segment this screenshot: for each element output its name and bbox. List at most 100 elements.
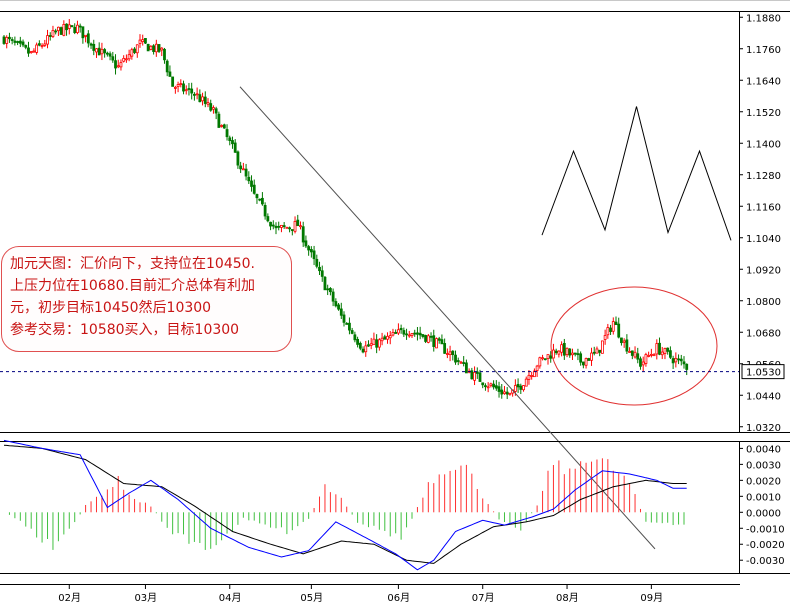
- candle-body: [37, 43, 41, 46]
- candle-body: [581, 361, 585, 366]
- macd-tick-label: 0.0040: [746, 444, 781, 455]
- candle-body: [27, 47, 30, 54]
- candle-body: [364, 345, 368, 353]
- candle-body: [258, 198, 262, 201]
- candle-body: [546, 354, 550, 359]
- candle-body: [639, 358, 642, 367]
- candle-body: [138, 39, 142, 44]
- candle-body: [399, 327, 403, 331]
- candle-body: [421, 334, 425, 337]
- candle-body: [171, 76, 175, 87]
- macd-tick-label: 0.0030: [746, 460, 781, 471]
- candle-body: [677, 358, 680, 361]
- candle-body: [464, 362, 468, 374]
- candle-body: [247, 176, 251, 182]
- candle-body: [296, 219, 300, 227]
- candle-body: [522, 385, 525, 391]
- candle-body: [478, 372, 482, 382]
- candle-body: [10, 39, 14, 41]
- candle-body: [568, 348, 572, 356]
- candle-body: [579, 353, 583, 363]
- candle-body: [70, 25, 74, 27]
- candle-body: [312, 250, 316, 260]
- candle-body: [655, 343, 659, 355]
- candle-body: [192, 93, 196, 96]
- candle-body: [76, 24, 79, 34]
- candle-body: [391, 332, 395, 336]
- candle-body: [111, 56, 115, 61]
- candle-body: [315, 258, 319, 267]
- candle-body: [658, 342, 661, 355]
- price-tick-label: 1.1760: [746, 45, 781, 56]
- candle-body: [157, 44, 161, 52]
- candle-body: [576, 353, 580, 356]
- candle-body: [633, 351, 637, 358]
- candle-body: [95, 48, 98, 53]
- candle-body: [554, 350, 558, 354]
- candle-body: [266, 216, 270, 222]
- candle-body: [13, 40, 17, 43]
- date-tick-label: 06月: [387, 592, 410, 604]
- candle-body: [35, 44, 39, 53]
- candle-body: [334, 301, 338, 307]
- candle-body: [73, 26, 77, 33]
- candle-body: [459, 361, 463, 364]
- candle-body: [356, 338, 360, 345]
- candle-body: [209, 103, 213, 111]
- candle-body: [636, 353, 640, 360]
- candle-body: [386, 335, 389, 340]
- candle-body: [59, 27, 63, 35]
- candle-body: [146, 43, 150, 52]
- candle-body: [318, 266, 321, 272]
- candle-body: [214, 108, 218, 114]
- candle-body: [601, 340, 604, 354]
- macd-y-axis: 0.0040 0.0030 0.0020 0.0010 0.0000 -0.0010 -0.…: [739, 444, 785, 567]
- candle-body: [413, 332, 417, 335]
- candle-body: [685, 363, 689, 370]
- candle-body: [535, 365, 539, 371]
- candle-body: [348, 322, 351, 331]
- candle-body: [250, 180, 253, 187]
- candle-body: [500, 389, 504, 395]
- candle-body: [674, 357, 678, 363]
- candle-body: [122, 57, 126, 62]
- candle-body: [43, 43, 47, 46]
- candle-body: [486, 386, 490, 389]
- candle-body: [252, 184, 256, 194]
- candle-body: [228, 137, 232, 142]
- candle-body: [557, 350, 561, 355]
- candle-body: [222, 124, 226, 129]
- candle-body: [435, 338, 438, 349]
- price-tick-label: 1.0920: [746, 265, 781, 276]
- signal-line: [3, 444, 687, 564]
- macd-tick-label: -0.0030: [746, 556, 785, 567]
- candle-body: [105, 52, 109, 55]
- candle-body: [448, 351, 452, 355]
- candle-body: [372, 338, 376, 345]
- candle-body: [48, 35, 52, 37]
- candle-body: [649, 353, 653, 356]
- candle-body: [21, 41, 25, 46]
- analysis-line-3: 元，初步目标10450然后10300: [10, 300, 212, 316]
- price-tick-label: 1.1400: [746, 139, 781, 150]
- candle-body: [437, 338, 441, 341]
- price-pane: 1.1880 1.1760 1.1640 1.1520 1.1400 1.1280 1.11…: [0, 11, 790, 550]
- candle-body: [565, 347, 569, 355]
- candle-body: [541, 357, 544, 360]
- price-tick-label: 1.1520: [746, 108, 781, 119]
- candle-body: [288, 227, 292, 230]
- candle-body: [320, 270, 324, 277]
- candle-body: [484, 385, 487, 388]
- candle-body: [429, 335, 433, 338]
- candle-body: [549, 355, 553, 359]
- current-price-box: [741, 364, 785, 380]
- candle-body: [290, 229, 294, 231]
- date-tick-label: 03月: [134, 592, 157, 604]
- candle-body: [65, 23, 68, 31]
- candle-body: [244, 168, 248, 177]
- candlestick-series: [2, 19, 689, 400]
- candle-body: [625, 339, 629, 352]
- macd-tick-label: -0.0020: [746, 540, 785, 551]
- candle-body: [671, 358, 675, 364]
- candle-body: [598, 349, 602, 353]
